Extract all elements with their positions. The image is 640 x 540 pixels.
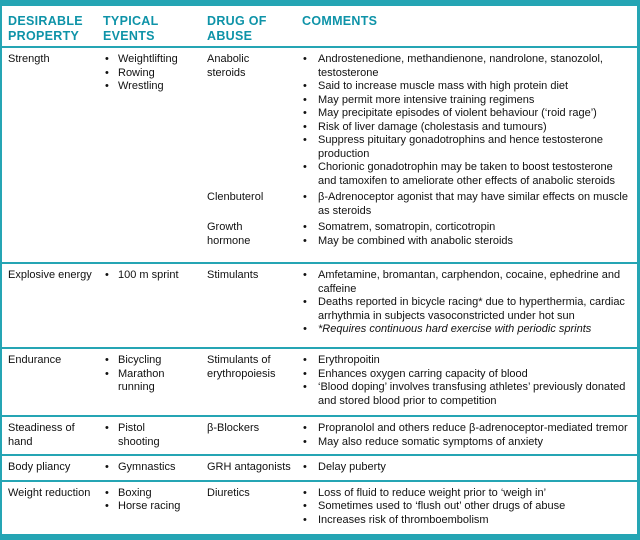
drug-name: Diuretics [207,486,250,499]
typical-events-cell: 100 m sprint [103,269,207,342]
comment-item: Amfetamine, bromantan, carphendon, cocai… [302,269,631,296]
column-header-comments: COMMENTS [302,14,378,28]
comment-item: β-Adrenoceptor agonist that may have sim… [302,191,631,218]
drug-name: Anabolic steroids [207,53,250,79]
event-item: Wrestling [103,80,189,94]
event-item: Marathon running [103,368,189,395]
comment-item: Propranolol and others reduce β-adrenoce… [302,422,631,436]
typical-events-cell: Weightlifting Rowing Wrestling [103,53,207,257]
drug-group: Clenbuterol β-Adrenoceptor agonist that … [207,191,631,218]
comment-item: Loss of fluid to reduce weight prior to … [302,487,631,501]
desirable-property-cell: Body pliancy [8,461,71,473]
drug-group: Stimulants of erythropoiesis Erythropoit… [207,354,631,408]
drug-group: Anabolic steroids Androstenedione, metha… [207,53,631,188]
comment-item: May precipitate episodes of violent beha… [302,107,631,121]
comment-item: Risk of liver damage (cholestasis and tu… [302,121,631,135]
desirable-property-cell: Weight reduction [8,486,91,499]
comment-item: Said to increase muscle mass with high p… [302,80,631,94]
table-row: Endurance Bicycling Marathon running Sti… [2,347,637,415]
drug-name: Growth hormone [207,221,251,247]
drug-comments-cell: Stimulants Amfetamine, bromantan, carphe… [207,269,631,342]
table-row: Explosive energy 100 m sprint Stimulants… [2,262,637,347]
comment-item: Sometimes used to ‘flush out’ other drug… [302,500,631,514]
drug-name: β-Blockers [207,422,260,434]
drug-group: GRH antagonists Delay puberty [207,461,631,475]
comment-item: May be combined with anabolic steroids [302,235,631,249]
drug-comments-cell: Diuretics Loss of fluid to reduce weight… [207,487,631,531]
drug-comments-cell: Stimulants of erythropoiesis Erythropoit… [207,354,631,410]
column-header-drug-of-abuse: DRUG OF ABUSE [207,14,267,43]
drug-name: Clenbuterol [207,191,264,203]
comment-item: Enhances oxygen carring capacity of bloo… [302,368,631,382]
drug-name: GRH antagonists [207,461,291,473]
drug-group: Growth hormone Somatrem, somatropin, cor… [207,221,631,248]
drug-comments-cell: Anabolic steroids Androstenedione, metha… [207,53,631,257]
comment-item: Chorionic gonadotrophin may be taken to … [302,161,631,188]
event-item: Rowing [103,67,189,81]
table-row: Body pliancy Gymnastics GRH antagonists … [2,454,637,480]
event-item: 100 m sprint [103,269,189,283]
comment-item: Suppress pituitary gonadotrophins and he… [302,134,631,161]
comment-item: May also reduce somatic symptoms of anxi… [302,436,631,450]
typical-events-cell: Pistol shooting [103,422,207,449]
table-row: Weight reduction Boxing Horse racing Diu… [2,479,637,535]
typical-events-cell: Gymnastics [103,461,207,475]
desirable-property-cell: Endurance [8,354,62,366]
event-item: Weightlifting [103,53,189,67]
drug-group: Diuretics Loss of fluid to reduce weight… [207,487,631,528]
event-item: Horse racing [103,500,189,514]
drug-comments-cell: β-Blockers Propranolol and others reduce… [207,422,631,449]
comment-item: Increases risk of thromboembolism [302,514,631,528]
event-item: Bicycling [103,354,189,368]
event-item: Pistol shooting [103,422,189,449]
table-row: Steadiness of hand Pistol shooting β-Blo… [2,415,637,454]
drug-name: Stimulants [207,269,259,281]
comment-item: Somatrem, somatropin, corticotropin [302,221,631,235]
comment-item: Delay puberty [302,461,631,475]
table-header-row: DESIRABLE PROPERTY TYPICAL EVENTS DRUG O… [2,6,637,48]
event-item: Gymnastics [103,461,189,475]
comment-item: May permit more intensive training regim… [302,94,631,108]
drug-name: Stimulants of erythropoiesis [207,354,276,380]
footnote-item: *Requires continuous hard exercise with … [302,323,631,337]
column-header-typical-events: TYPICAL EVENTS [103,14,159,43]
column-header-desirable-property: DESIRABLE PROPERTY [8,14,83,43]
comment-item: Androstenedione, methandienone, nandrolo… [302,53,631,80]
table-row: Strength Weightlifting Rowing Wrestling … [2,48,637,262]
drug-group: Stimulants Amfetamine, bromantan, carphe… [207,269,631,337]
comment-item: Deaths reported in bicycle racing* due t… [302,296,631,323]
comment-item: Erythropoitin [302,354,631,368]
desirable-property-cell: Strength [8,53,50,65]
drug-group: β-Blockers Propranolol and others reduce… [207,422,631,449]
event-item: Boxing [103,487,189,501]
typical-events-cell: Boxing Horse racing [103,487,207,531]
comment-item: ‘Blood doping’ involves transfusing athl… [302,381,631,408]
drug-comments-cell: GRH antagonists Delay puberty [207,461,631,475]
desirable-property-cell: Steadiness of hand [8,422,75,448]
desirable-property-cell: Explosive energy [8,269,92,281]
typical-events-cell: Bicycling Marathon running [103,354,207,410]
